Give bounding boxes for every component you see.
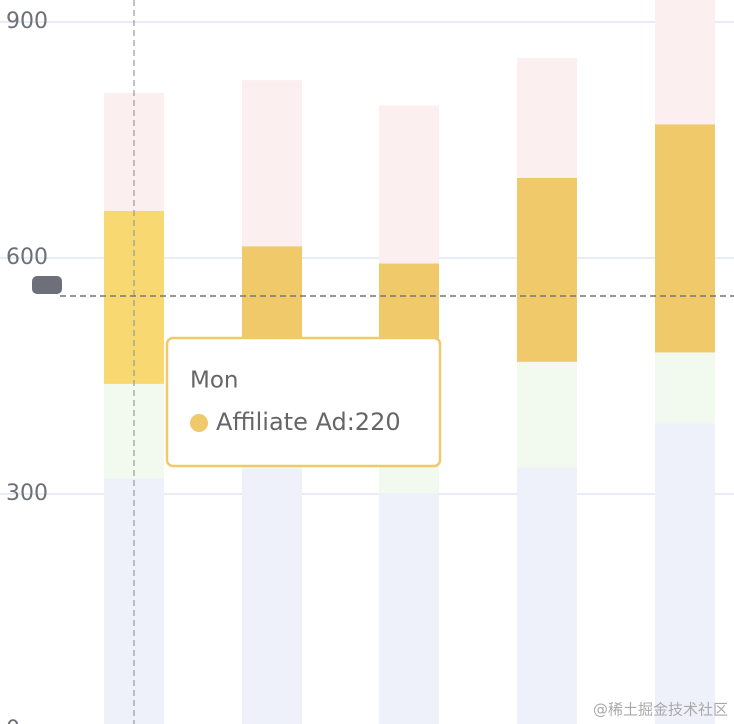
- y-tick-label: 900: [6, 9, 48, 34]
- tooltip-category: Mon: [190, 368, 239, 394]
- tooltip-box: [165, 336, 442, 468]
- bar-segment: [242, 468, 302, 724]
- bar-segment: [517, 467, 577, 724]
- y-tick-label: 600: [6, 245, 48, 270]
- bar-segment: [104, 210, 164, 384]
- bar-segment: [242, 80, 302, 247]
- bar-segment: [655, 352, 715, 424]
- bar-segment: [655, 0, 715, 125]
- y-tick-label: 300: [6, 481, 48, 506]
- bar-segment: [517, 177, 577, 362]
- axis-pointer-label: [32, 276, 62, 294]
- tooltip-entry: Affiliate Ad:220: [216, 408, 401, 436]
- bar-segment: [379, 493, 439, 724]
- bar-segment: [655, 423, 715, 724]
- tooltip-separator: :: [347, 408, 355, 436]
- bar-segment: [379, 105, 439, 264]
- tooltip-series-name: Affiliate Ad: [216, 408, 347, 436]
- tooltip-value: 220: [355, 408, 401, 436]
- y-tick-label: 0: [6, 717, 20, 724]
- bar-segment: [517, 58, 577, 178]
- bar-segment: [517, 361, 577, 468]
- watermark: @稀土掘金技术社区: [593, 701, 728, 719]
- tooltip-marker: [190, 414, 208, 432]
- bar-segment: [655, 124, 715, 353]
